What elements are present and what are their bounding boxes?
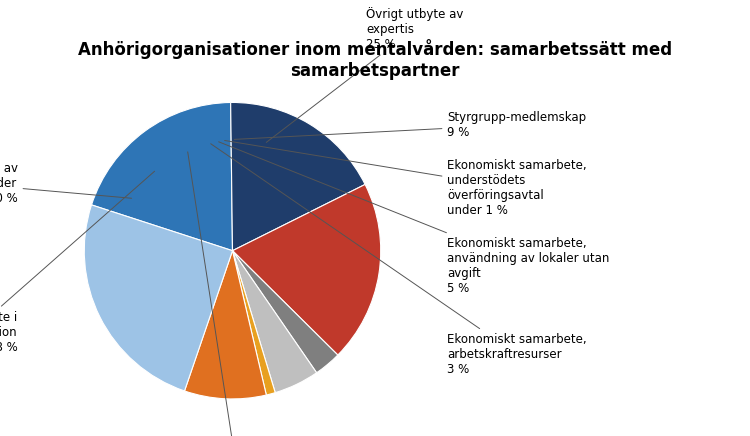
Wedge shape — [232, 251, 338, 373]
Text: Styrgrupp-medlemskap
9 %: Styrgrupp-medlemskap 9 % — [234, 111, 586, 140]
Wedge shape — [84, 205, 232, 391]
Text: Samarbete i organisering av evenemang
20 %: Samarbete i organisering av evenemang 20… — [119, 152, 361, 436]
Text: Handledning av
kunder
20 %: Handledning av kunder 20 % — [0, 163, 131, 205]
Wedge shape — [232, 251, 316, 393]
Wedge shape — [231, 102, 365, 251]
Wedge shape — [232, 251, 275, 395]
Text: Ekonomiskt samarbete,
användning av lokaler utan
avgift
5 %: Ekonomiskt samarbete, användning av loka… — [219, 142, 610, 295]
Text: Samarbete i
kommunikation
18 %: Samarbete i kommunikation 18 % — [0, 171, 154, 354]
Wedge shape — [184, 251, 266, 399]
Text: Övrigt utbyte av
expertis
25 %: Övrigt utbyte av expertis 25 % — [266, 7, 464, 143]
Wedge shape — [232, 184, 381, 355]
Text: Anhörigorganisationer inom mentalvården: samarbetssätt med
samarbetspartner: Anhörigorganisationer inom mentalvården:… — [78, 39, 672, 80]
Text: Ekonomiskt samarbete,
arbetskraftresurser
3 %: Ekonomiskt samarbete, arbetskraftresurse… — [211, 144, 587, 376]
Wedge shape — [92, 102, 232, 251]
Text: Ekonomiskt samarbete,
understödets
överföringsavtal
under 1 %: Ekonomiskt samarbete, understödets överf… — [224, 140, 587, 218]
